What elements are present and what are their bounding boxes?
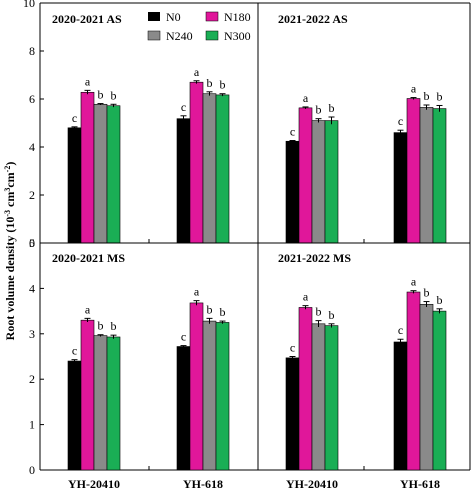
bar-n180-yh-618	[406, 98, 421, 244]
bar-n0-yh-618	[393, 132, 408, 244]
bar-n240-yh-618	[202, 93, 217, 244]
y-tick-label: 10	[23, 0, 35, 10]
bar-n240-yh-20410	[311, 120, 326, 244]
legend-swatch-n180	[205, 11, 219, 22]
y-tick-label: 0	[29, 236, 35, 250]
significance-label: c	[398, 323, 403, 337]
bar-n300-yh-618	[432, 108, 447, 244]
y-tick-label: 2	[29, 188, 35, 202]
bar-n180-yh-20410	[298, 107, 313, 244]
significance-label: b	[437, 293, 443, 307]
significance-label: c	[72, 344, 77, 358]
bar-n240-yh-20410	[311, 323, 326, 471]
bar-n0-yh-618	[393, 341, 408, 471]
bar-n240-yh-618	[419, 107, 434, 244]
y-tick-label: 4	[29, 281, 35, 295]
significance-label: b	[316, 103, 322, 117]
y-tick-label: 2	[29, 372, 35, 386]
y-tick-label: 8	[29, 44, 35, 58]
significance-label: b	[98, 88, 104, 102]
legend-swatch-n0	[148, 12, 160, 21]
legend: N0 N180 N240 N300	[147, 10, 251, 43]
bar-n180-yh-20410	[80, 319, 95, 471]
significance-label: b	[437, 89, 443, 103]
legend-label-n300: N300	[224, 29, 251, 43]
y-tick-label: 0	[29, 463, 35, 477]
bar-n0-yh-20410	[67, 360, 82, 471]
bar-n300-yh-618	[432, 310, 447, 471]
bar-n0-yh-20410	[67, 127, 82, 244]
legend-swatch-n240	[147, 30, 161, 41]
bar-n300-yh-20410	[106, 336, 121, 471]
significance-label: b	[424, 286, 430, 300]
bar-n180-yh-20410	[80, 91, 95, 244]
bar-n0-yh-20410	[285, 357, 300, 471]
significance-label: b	[329, 101, 335, 115]
x-category-label: YH-20410	[286, 477, 338, 491]
bar-n300-yh-618	[215, 94, 230, 244]
legend-label-n0: N0	[166, 10, 181, 24]
significance-label: b	[111, 319, 117, 333]
panel-title-bottom-left: 2020-2021 MS	[52, 251, 125, 265]
significance-label: c	[290, 125, 295, 139]
legend-label-n240: N240	[166, 29, 193, 43]
legend-label-n180: N180	[224, 10, 251, 24]
significance-label: a	[194, 285, 200, 299]
significance-label: c	[290, 341, 295, 355]
significance-label: b	[111, 88, 117, 102]
panel-title-top-right: 2021-2022 AS	[278, 12, 348, 26]
legend-swatch-n300	[205, 30, 219, 41]
significance-label: b	[220, 305, 226, 319]
bar-n0-yh-618	[176, 346, 191, 471]
bar-n300-yh-618	[215, 322, 230, 471]
significance-label: b	[207, 76, 213, 90]
y-tick-label: 3	[29, 327, 35, 341]
significance-label: b	[220, 78, 226, 92]
x-category-label: YH-618	[183, 477, 223, 491]
y-tick-label: 5	[29, 236, 35, 250]
significance-label: b	[316, 305, 322, 319]
bar-n0-yh-618	[176, 118, 191, 244]
y-axis-label: Root volume density (10-3 cm3cm-2)	[3, 162, 18, 341]
significance-label: a	[85, 74, 91, 88]
significance-label: b	[329, 308, 335, 322]
bar-n240-yh-618	[419, 303, 434, 471]
bar-n180-yh-618	[406, 291, 421, 471]
panel-title-top-left: 2020-2021 AS	[52, 12, 122, 26]
significance-label: b	[98, 319, 104, 333]
significance-label: a	[411, 275, 417, 289]
significance-label: a	[303, 290, 309, 304]
significance-label: a	[411, 82, 417, 96]
bar-n300-yh-20410	[324, 120, 339, 244]
x-category-label: YH-20410	[68, 477, 120, 491]
significance-label: a	[194, 65, 200, 79]
bar-n240-yh-20410	[93, 103, 108, 244]
bar-n240-yh-20410	[93, 335, 108, 471]
significance-label: a	[303, 91, 309, 105]
significance-label: c	[181, 330, 186, 344]
bar-n180-yh-20410	[298, 307, 313, 471]
bar-n180-yh-618	[189, 81, 204, 244]
significance-label: a	[85, 302, 91, 316]
y-tick-label: 1	[29, 418, 35, 432]
y-tick-label: 4	[29, 140, 35, 154]
bar-n300-yh-20410	[106, 105, 121, 244]
significance-label: c	[398, 114, 403, 128]
x-category-label: YH-618	[400, 477, 440, 491]
panel-title-bottom-right: 2021-2022 MS	[278, 251, 351, 265]
y-tick-label: 6	[29, 92, 35, 106]
significance-label: b	[424, 89, 430, 103]
bar-n300-yh-20410	[324, 325, 339, 471]
significance-label: b	[207, 302, 213, 316]
bar-n0-yh-20410	[285, 140, 300, 244]
bar-n180-yh-618	[189, 302, 204, 471]
significance-label: c	[72, 111, 77, 125]
bar-n240-yh-618	[202, 320, 217, 471]
significance-label: c	[181, 100, 186, 114]
